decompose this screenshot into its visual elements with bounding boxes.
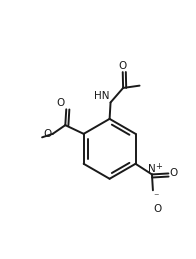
Text: N: N bbox=[148, 164, 156, 174]
Text: HN: HN bbox=[94, 91, 110, 102]
Text: ⁻
O: ⁻ O bbox=[153, 192, 162, 214]
Text: O: O bbox=[170, 168, 178, 178]
Text: +: + bbox=[155, 162, 162, 171]
Text: O: O bbox=[44, 130, 52, 139]
Text: O: O bbox=[56, 98, 65, 108]
Text: O: O bbox=[119, 61, 127, 70]
